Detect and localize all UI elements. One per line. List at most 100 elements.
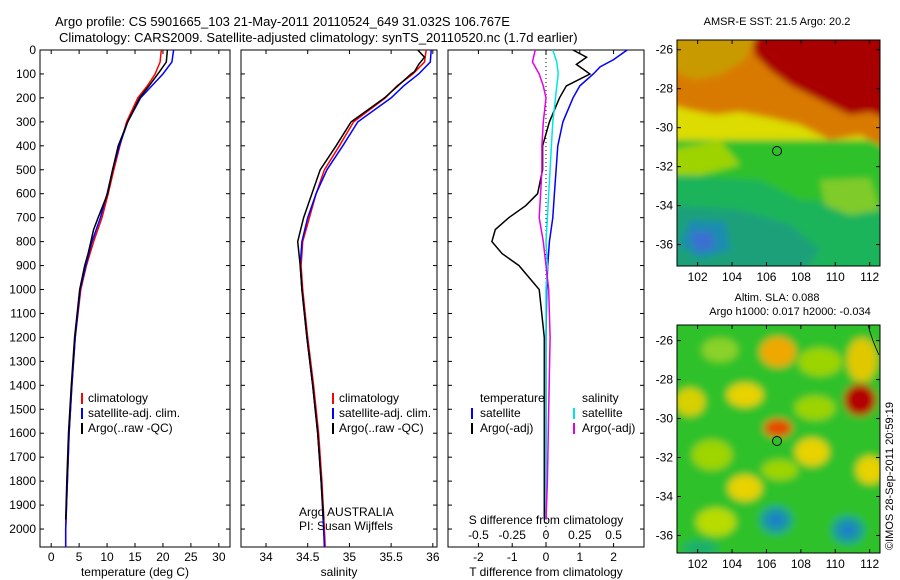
map-lon-label: 102 [688, 557, 708, 571]
sst-map: AMSR-E SST: 21.5 Argo: 20.2 102 104 106 108… [656, 16, 881, 284]
map-lat-label: -36 [656, 238, 674, 252]
temperature-panel: 0100200300400500600700800900100011001200… [9, 43, 231, 579]
figure-title-line-2: Climatology: CARS2009. Satellite-adjuste… [59, 30, 578, 45]
salinity-panel: 34 34.5 35 35.5 36 salinity climatologysatelli… [240, 49, 440, 579]
legend-label: Argo(-adj) [582, 421, 635, 435]
x-tick-label: -1 [507, 550, 518, 564]
map-lon-label: 106 [756, 557, 776, 571]
map-lat-label: -34 [656, 489, 674, 503]
x-tick-label: 15 [128, 550, 142, 564]
series-line-argo-raw-qc- [64, 49, 169, 520]
y-tick-label: 1600 [9, 426, 36, 440]
map-lat-label: -30 [656, 412, 674, 426]
series-line-temperature-argo-adj- [491, 49, 592, 520]
y-tick-label: 1300 [9, 354, 36, 368]
legend-label: Argo(-adj) [480, 421, 533, 435]
map-lat-label: -32 [656, 451, 674, 465]
y-tick-label: 1400 [9, 378, 36, 392]
x-tick-label: 36 [426, 550, 440, 564]
y-tick-label: 100 [16, 67, 36, 81]
y-tick-label: 1700 [9, 450, 36, 464]
series-line-salinity-argo-adj- [531, 49, 551, 520]
figure-title-line-1: Argo profile: CS 5901665_103 21-May-2011… [55, 14, 510, 29]
x-tick-label: 25 [184, 550, 198, 564]
map-lon-label: 104 [722, 557, 742, 571]
series-line-satellite-adj-clim- [64, 49, 175, 547]
x-tick-label: 10 [100, 550, 114, 564]
map-lon-label: 106 [756, 270, 776, 284]
legend-label: Argo(..raw -QC) [88, 421, 173, 435]
map-lat-label: -32 [656, 160, 674, 174]
map-lon-label: 110 [826, 557, 845, 571]
sla-map: Altim. SLA: 0.088 Argo h1000: 0.017 h200… [656, 292, 881, 571]
t-axis-label: T difference from climatology [469, 565, 623, 579]
map-lon-label: 104 [722, 270, 742, 284]
series-line-argo-raw-qc- [296, 49, 426, 520]
legend-title-temperature: temperature [480, 391, 545, 405]
y-tick-label: 600 [16, 187, 36, 201]
legend-label: satellite [582, 406, 623, 420]
imos-watermark: ©IMOS 28-Sep-2011 20:59:19 [884, 402, 896, 550]
x-tick-label: 0 [48, 550, 55, 564]
s-tick-label: 0 [543, 528, 550, 542]
y-tick-label: 300 [16, 115, 36, 129]
legend-label: satellite-adj. clim. [339, 406, 431, 420]
x-tick-label: -2 [473, 550, 484, 564]
series-line-climatology [64, 49, 163, 547]
y-tick-label: 1000 [9, 283, 36, 297]
s-tick-label: 0.5 [605, 528, 622, 542]
series-line-salinity-satellite [545, 49, 559, 520]
legend-label: climatology [339, 391, 399, 405]
y-tick-label: 1100 [10, 306, 36, 320]
legend-label: Argo(..raw -QC) [339, 421, 424, 435]
y-tick-label: 1200 [9, 330, 36, 344]
x-axis-label: salinity [321, 565, 358, 579]
map-lat-label: -36 [656, 528, 674, 542]
sla-map-subtitle: Argo h1000: 0.017 h2000: -0.034 [709, 306, 870, 318]
y-tick-label: 500 [16, 163, 36, 177]
x-tick-label: 34.5 [296, 550, 320, 564]
legend-label: satellite [480, 406, 521, 420]
x-tick-label: 2 [610, 550, 617, 564]
map-lon-label: 102 [688, 270, 708, 284]
s-tick-label: -0.5 [468, 528, 489, 542]
sst-argo-location-marker [772, 146, 782, 156]
y-tick-label: 1900 [9, 498, 36, 512]
map-lat-label: -26 [656, 43, 674, 57]
map-lat-label: -28 [656, 373, 674, 387]
map-lon-label: 110 [826, 270, 845, 284]
y-tick-label: 2000 [9, 522, 36, 536]
series-line-temperature-satellite [545, 49, 628, 520]
s-tick-label: 0.25 [568, 528, 592, 542]
x-tick-label: 5 [76, 550, 83, 564]
legend-label: climatology [88, 391, 148, 405]
x-tick-label: 34 [259, 550, 273, 564]
sst-map-title: AMSR-E SST: 21.5 Argo: 20.2 [704, 16, 851, 28]
plot-frame [240, 49, 438, 548]
s-tick-label: -0.25 [499, 528, 527, 542]
legend-title-salinity: salinity [582, 391, 619, 405]
x-tick-label: 35.5 [379, 550, 403, 564]
y-tick-label: 700 [16, 211, 36, 225]
float-annotation: Argo AUSTRALIA [299, 505, 394, 519]
legend-label: satellite-adj. clim. [88, 406, 180, 420]
plot-frame [39, 49, 231, 548]
map-lat-label: -34 [656, 199, 674, 213]
x-tick-label: 20 [156, 550, 170, 564]
map-lon-label: 112 [860, 270, 879, 284]
y-tick-label: 900 [16, 259, 36, 273]
y-tick-label: 200 [16, 91, 36, 105]
map-lon-label: 112 [860, 557, 879, 571]
y-tick-label: 0 [29, 43, 36, 57]
difference-panel: -2 -1 0 1 2 -0.5 -0.25 0 0.25 0.5S difference fro… [447, 49, 645, 579]
float-annotation: PI: Susan Wijffels [299, 519, 393, 533]
map-lat-label: -28 [656, 82, 674, 96]
x-tick-label: 35 [343, 550, 357, 564]
x-axis-label: temperature (deg C) [81, 565, 189, 579]
y-tick-label: 1500 [9, 402, 36, 416]
map-lat-label: -26 [656, 334, 674, 348]
x-tick-label: 1 [576, 550, 583, 564]
sla-coastline [867, 324, 880, 356]
x-tick-label: 30 [212, 550, 226, 564]
